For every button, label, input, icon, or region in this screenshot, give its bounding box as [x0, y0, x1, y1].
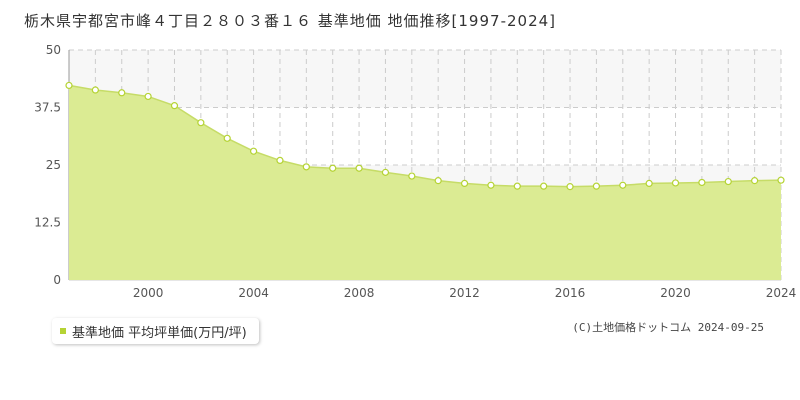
- series-line: [68, 84, 782, 188]
- data-point: [170, 102, 179, 110]
- x-tick-label: 2020: [660, 286, 691, 300]
- data-point: [487, 181, 495, 189]
- data-point: [566, 183, 574, 191]
- data-point: [751, 177, 759, 185]
- y-axis-ticks: 0 12.5 25 37.5 50: [34, 43, 61, 287]
- data-point: [698, 178, 706, 187]
- x-tick-label: 2016: [555, 286, 586, 300]
- legend-label: 基準地価 平均坪単価(万円/坪): [72, 325, 247, 341]
- data-point: [645, 179, 653, 187]
- area-series: [68, 84, 782, 280]
- x-tick-label: 2024: [766, 286, 797, 300]
- data-point: [144, 92, 152, 101]
- data-point: [540, 182, 548, 190]
- grid-band: [69, 50, 781, 108]
- data-point: [276, 156, 284, 164]
- copyright: (C)土地価格ドットコム 2024-09-25: [572, 321, 764, 334]
- data-point: [197, 119, 205, 127]
- data-point: [724, 177, 732, 186]
- data-point: [381, 168, 390, 176]
- data-point: [671, 179, 680, 187]
- x-axis-ticks: 2000 2004 2008 2012 2016 2020 2024: [133, 286, 796, 300]
- legend-swatch: [60, 328, 66, 334]
- chart-title: 栃木県宇都宮市峰４丁目２８０３番１６ 基準地価 地価推移[1997-2024]: [24, 12, 557, 30]
- data-point: [329, 164, 337, 172]
- data-point: [513, 182, 521, 190]
- legend[interactable]: 基準地価 平均坪単価(万円/坪): [52, 318, 259, 344]
- data-point: [460, 179, 469, 187]
- x-tick-label: 2000: [133, 286, 164, 300]
- y-tick-label: 12.5: [34, 216, 61, 230]
- y-tick-label: 0: [53, 273, 61, 287]
- data-point: [619, 181, 627, 189]
- y-tick-label: 25: [46, 158, 61, 172]
- x-tick-label: 2012: [449, 286, 480, 300]
- data-point: [592, 182, 601, 190]
- data-point: [302, 163, 310, 171]
- data-point: [223, 134, 231, 142]
- data-point: [777, 176, 785, 184]
- x-tick-label: 2004: [238, 286, 269, 300]
- y-tick-label: 50: [46, 43, 61, 57]
- data-point: [65, 81, 73, 90]
- data-point: [355, 164, 363, 172]
- data-points: [65, 81, 785, 191]
- data-point: [408, 172, 416, 180]
- data-point: [434, 177, 442, 185]
- x-tick-label: 2008: [344, 286, 375, 300]
- data-point: [118, 89, 126, 97]
- series-area: [69, 85, 781, 280]
- y-tick-label: 37.5: [34, 101, 61, 115]
- data-point: [249, 147, 258, 155]
- data-point: [91, 86, 99, 94]
